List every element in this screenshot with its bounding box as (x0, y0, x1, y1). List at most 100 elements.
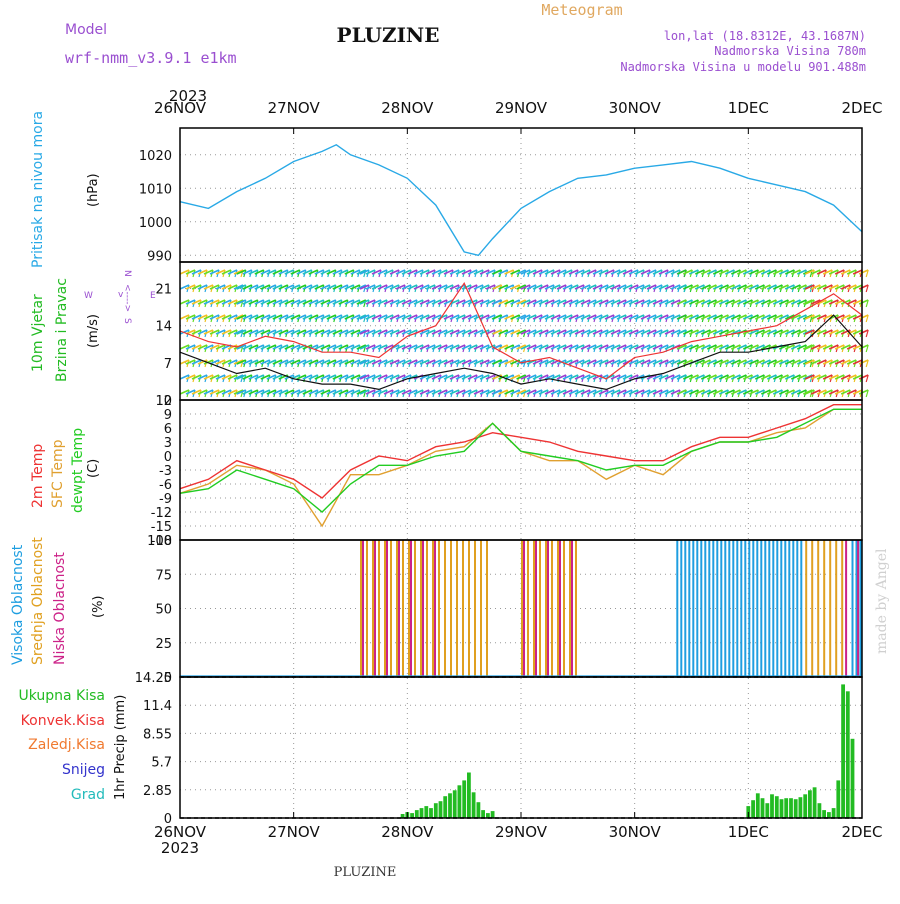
wind-barb (260, 389, 271, 395)
wind-barb (350, 269, 361, 275)
wind-barb (314, 389, 325, 395)
wind-barb (371, 284, 382, 290)
wind-barb (790, 284, 801, 290)
wind-barb (197, 359, 208, 365)
wind-barb (320, 374, 331, 380)
wind-barb (215, 389, 226, 395)
wind-barb (209, 344, 220, 350)
wind-barb (242, 344, 253, 350)
wind-barb (320, 314, 331, 320)
temp-tick-label: 12 (155, 394, 172, 409)
wind-barb (407, 359, 418, 365)
wind-barb (784, 389, 795, 395)
wind-barb (724, 344, 735, 350)
wind-barb (858, 374, 869, 380)
wind-barb (383, 344, 394, 350)
wind-barb (455, 389, 466, 395)
wind-barb (516, 269, 526, 275)
wind-barb (598, 344, 609, 350)
wind-barb (377, 269, 388, 275)
wind-barb (664, 359, 675, 365)
precip-bar (490, 811, 495, 818)
wind-barb (365, 389, 376, 395)
wind-barb (350, 344, 361, 350)
wind-barb (344, 329, 355, 335)
wind-barb (550, 344, 561, 350)
wind-barb (598, 314, 609, 320)
wind-barb (748, 374, 759, 380)
wind-barb (562, 299, 573, 305)
wind-barb (389, 329, 400, 335)
meteogram-label: Meteogram (541, 1, 622, 19)
precip-legend-snow: Snijeg (62, 762, 105, 778)
precip-bar (438, 801, 443, 818)
wind-barb (865, 299, 869, 308)
compass-icon: W E N S <----> v (84, 270, 156, 324)
wind-barb (413, 389, 424, 395)
wind-barb (248, 269, 259, 275)
wind-barb (320, 359, 331, 365)
wind-barbs (179, 269, 869, 398)
wind-barb (308, 374, 319, 380)
wind-barb (407, 284, 418, 290)
wind-barb (822, 359, 833, 365)
wind-barb (640, 299, 651, 305)
wind-barb (290, 329, 301, 335)
wind-barb (516, 389, 526, 395)
wind-barb (834, 374, 845, 380)
wind-barb (461, 299, 472, 305)
wind-barb (834, 329, 845, 335)
wind-barb (640, 329, 651, 335)
wind-barb (233, 269, 244, 275)
wind-barb (556, 374, 567, 380)
wind-barb (730, 284, 741, 290)
wind-barb (754, 389, 765, 395)
wind-barb (562, 344, 573, 350)
wind-barb (302, 299, 313, 305)
wind-tick-label: 7 (164, 357, 172, 372)
time-tick-label-top: 26NOV (154, 99, 207, 117)
wind-barb (538, 374, 549, 380)
wind-barb (510, 314, 520, 320)
wind-barb (840, 344, 851, 350)
wind-barb (706, 344, 717, 350)
wind-barb (784, 359, 795, 365)
wind-barb (359, 299, 370, 305)
wind-barb (203, 314, 214, 320)
wind-barb (516, 284, 526, 290)
wind-barb (510, 299, 520, 305)
precip-bar (822, 810, 826, 818)
temp-tick-label: -3 (159, 464, 172, 479)
temp-tick-label: -9 (159, 492, 172, 507)
wind-barb (580, 269, 591, 275)
wind-barb (784, 284, 795, 290)
wind-barb (278, 359, 289, 365)
wind-barb (796, 314, 807, 320)
wind-barb (485, 314, 496, 320)
wind-barb (425, 314, 436, 320)
wind-barb (272, 389, 283, 395)
wind-barb (419, 269, 430, 275)
wind-barb (326, 299, 337, 305)
cloud-label-low: Niska Oblacnost (52, 552, 68, 665)
wind-barb (628, 344, 639, 350)
wind-barb (431, 374, 442, 380)
wind-barb (308, 299, 319, 305)
wind-barb (664, 329, 675, 335)
wind-barb (236, 389, 247, 395)
wind-barb (724, 329, 735, 335)
wind-barb (852, 359, 863, 365)
wind-barb (622, 269, 633, 275)
wind-barb (604, 359, 615, 365)
wind-barb (395, 314, 406, 320)
wind-barb (580, 374, 591, 380)
wind-barb (479, 299, 490, 305)
wind-barb (846, 344, 857, 350)
time-tick-label-bottom: 27NOV (268, 823, 321, 841)
wind-barb (344, 314, 355, 320)
wind-barb (485, 344, 496, 350)
wind-barb (694, 374, 705, 380)
wind-barb (634, 329, 645, 335)
wind-barb (846, 374, 857, 380)
wind-barb (248, 389, 259, 395)
